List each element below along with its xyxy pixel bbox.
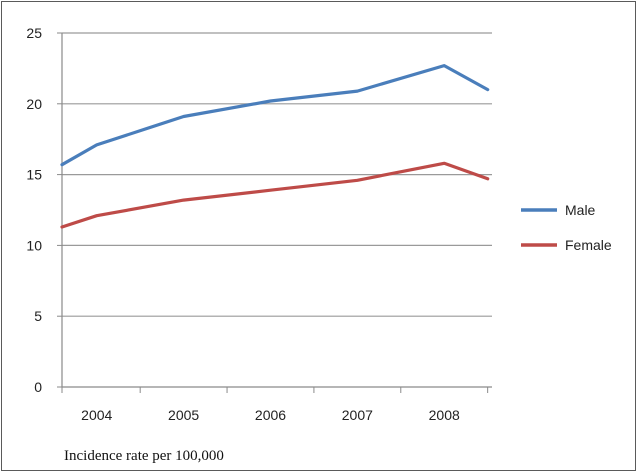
grid-lines [62,32,492,317]
x-tick-label-2006: 2006 [255,407,286,423]
y-tick-labels: 0 5 10 15 20 25 [26,25,42,395]
x-tick-label-2008: 2008 [429,407,460,423]
x-tick-label-2007: 2007 [342,407,373,423]
y-tick-label-5: 5 [34,308,42,324]
legend-label-male: Male [565,202,596,218]
series-lines [60,63,490,229]
y-tick-label-10: 10 [26,237,42,253]
legend: Male Female [521,202,612,253]
x-tick-label-2004: 2004 [81,407,112,423]
axes [57,32,492,393]
y-tick-label-0: 0 [34,379,42,395]
x-tick-label-2005: 2005 [168,407,199,423]
chart-caption: Incidence rate per 100,000 [64,448,224,464]
y-tick-label-20: 20 [26,96,42,112]
x-tick-labels: 2004 2005 2006 2007 2008 [81,407,460,423]
legend-label-female: Female [565,237,612,253]
y-tick-label-25: 25 [26,25,42,41]
series-line-male [60,63,490,167]
series-line-female [60,161,490,229]
y-tick-label-15: 15 [26,167,42,183]
